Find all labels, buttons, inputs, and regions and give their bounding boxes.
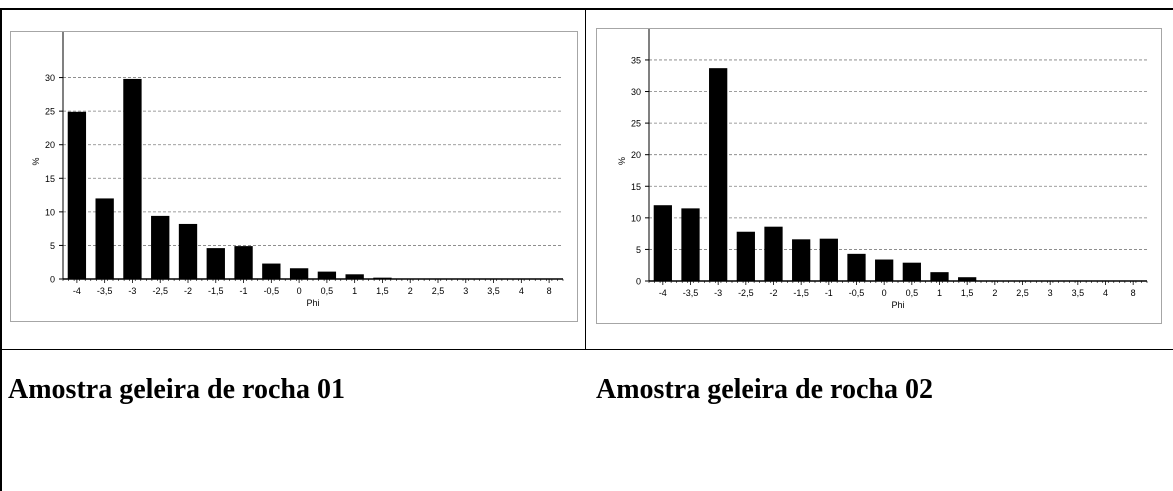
x-tick-label: 4 [1103,288,1108,298]
x-tick-label: 2 [408,286,413,296]
y-tick-label: 10 [45,207,55,217]
caption-sample-02: Amostra geleira de rocha 02 [596,374,933,405]
bar [317,271,337,279]
x-tick-label: -1,5 [793,288,809,298]
x-tick-label: -2 [184,286,192,296]
y-tick-label: 15 [631,182,641,192]
bar [764,226,783,281]
x-tick-label: 0 [882,288,887,298]
x-tick-label: -1,5 [208,286,224,296]
caption-sample-01: Amostra geleira de rocha 01 [8,374,345,405]
bar [262,263,281,279]
y-tick-label: 25 [45,107,55,117]
bar [67,111,87,279]
histogram-chart-02: 0 5 10 15 20 25 30 35 -4 -3,5 -3 -2,5 -2 -1,5 -1 -0,5 0 0… [617,29,1148,310]
y-tick-label: 5 [50,241,55,251]
bar [234,246,253,279]
x-axis-label: Phi [891,300,904,310]
bar [709,68,728,281]
y-axis-label: % [617,157,627,165]
bar [792,239,811,281]
bar [902,262,921,281]
bar [345,274,364,279]
x-axis-label: Phi [306,298,319,308]
y-axis-label: % [31,157,41,165]
y-tick-label: 25 [631,119,641,129]
y-tick-label: 30 [631,87,641,97]
y-tick-label: 5 [636,245,641,255]
bar [681,208,700,281]
x-tick-label: -3,5 [97,286,113,296]
x-tick-label: 2,5 [1016,288,1029,298]
x-tick-label: 1 [937,288,942,298]
y-tick-label: 15 [45,174,55,184]
x-tick-label: 0,5 [321,286,334,296]
bar [736,231,755,281]
x-tick-label: 8 [547,286,552,296]
bar [123,78,142,279]
bar [819,238,838,281]
x-tick-label: 1,5 [376,286,389,296]
bar [930,272,949,281]
row-divider [0,349,1173,350]
x-tick-label: 4 [519,286,524,296]
x-tick-label: 2 [992,288,997,298]
x-tick-label: -4 [659,288,667,298]
histogram-chart-01: 0 5 10 15 20 25 30 -4 -3,5 -3 -2,5 -2 -1,5 -1 -0,5 0 0,5… [31,32,564,308]
x-tick-label: -0,5 [849,288,865,298]
bar [653,205,672,281]
x-tick-label: 1 [352,286,357,296]
x-tick-label: 2,5 [432,286,445,296]
column-divider [585,10,586,350]
bar [178,223,198,279]
chart-panel-01: 0 5 10 15 20 25 30 -4 -3,5 -3 -2,5 -2 -1,5 -1 -0,5 0 0,5… [10,31,578,322]
x-tick-label: -1 [240,286,248,296]
x-tick-label: -2,5 [738,288,754,298]
x-tick-label: -2,5 [152,286,168,296]
y-tick-label: 20 [631,150,641,160]
y-tick-label: 35 [631,55,641,65]
bar [958,277,977,281]
bar [875,259,894,281]
x-tick-label: -3 [128,286,136,296]
x-tick-label: 3,5 [1072,288,1085,298]
x-tick-label: -1 [825,288,833,298]
x-tick-label: 0 [297,286,302,296]
x-tick-label: -4 [73,286,81,296]
table-frame [0,8,1173,491]
x-tick-label: -2 [769,288,777,298]
bar [206,248,225,279]
x-tick-label: 3,5 [487,286,500,296]
x-tick-label: 3 [1048,288,1053,298]
x-tick-label: 3 [463,286,468,296]
y-tick-label: 30 [45,73,55,83]
y-tick-label: 10 [631,213,641,223]
x-tick-label: 0,5 [906,288,919,298]
bar [95,198,114,279]
x-tick-label: 1,5 [961,288,974,298]
bar [151,215,170,279]
bar [847,253,866,281]
bar [289,268,309,279]
x-tick-label: -3 [714,288,722,298]
y-tick-label: 20 [45,140,55,150]
y-tick-label: 0 [50,275,55,285]
y-tick-label: 0 [636,277,641,287]
x-tick-label: 8 [1131,288,1136,298]
x-tick-label: -0,5 [264,286,280,296]
x-tick-label: -3,5 [683,288,699,298]
chart-panel-02: 0 5 10 15 20 25 30 35 -4 -3,5 -3 -2,5 -2 -1,5 -1 -0,5 0 0… [596,28,1162,324]
